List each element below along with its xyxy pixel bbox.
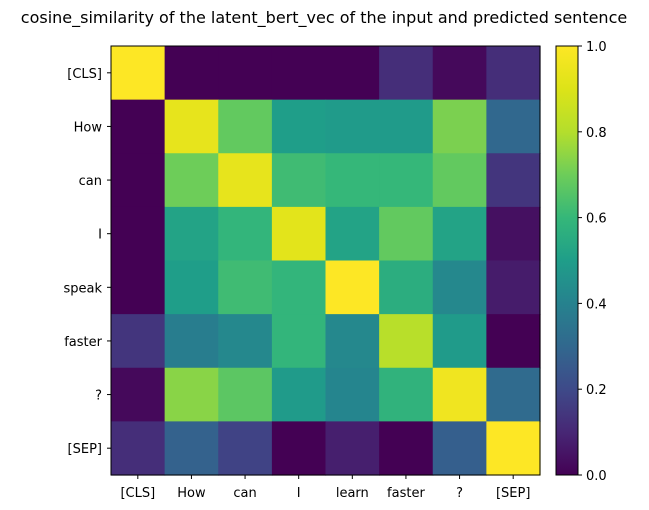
heatmap-cell bbox=[486, 421, 541, 476]
heatmap-cell bbox=[111, 46, 166, 101]
heatmap-cell bbox=[218, 99, 273, 154]
x-tick-label: learn bbox=[336, 486, 369, 501]
y-tick-label: [CLS] bbox=[67, 67, 102, 82]
chart-title: cosine_similarity of the latent_bert_vec… bbox=[21, 8, 627, 28]
x-tick-label: faster bbox=[387, 486, 425, 501]
heatmap-cell bbox=[111, 367, 166, 422]
heatmap-cell bbox=[486, 153, 541, 208]
heatmap-cells bbox=[111, 46, 541, 476]
heatmap-cell bbox=[164, 421, 219, 476]
heatmap-cell bbox=[325, 314, 380, 369]
x-tick-label: can bbox=[233, 486, 256, 501]
colorbar-tick-label: 0.2 bbox=[586, 383, 607, 398]
heatmap-cell bbox=[271, 367, 327, 422]
colorbar-tick-label: 0.8 bbox=[586, 126, 607, 141]
heatmap-cell bbox=[325, 367, 380, 422]
heatmap-cell bbox=[218, 260, 273, 315]
heatmap-cell bbox=[218, 421, 273, 476]
heatmap-cell bbox=[325, 99, 380, 154]
heatmap-cell bbox=[164, 260, 219, 315]
heatmap-cell bbox=[486, 367, 541, 422]
heatmap-cell bbox=[486, 46, 541, 101]
heatmap-cell bbox=[271, 421, 327, 476]
heatmap-cell bbox=[379, 367, 434, 422]
heatmap-cell bbox=[164, 99, 219, 154]
heatmap-cell bbox=[432, 421, 487, 476]
heatmap-cell bbox=[111, 421, 166, 476]
heatmap-cell bbox=[432, 99, 487, 154]
heatmap-cell bbox=[218, 367, 273, 422]
heatmap-cell bbox=[379, 99, 434, 154]
heatmap-cell bbox=[432, 314, 487, 369]
heatmap-cell bbox=[111, 153, 166, 208]
y-tick-label: faster bbox=[64, 335, 102, 350]
heatmap-cell bbox=[111, 206, 166, 262]
heatmap-cell bbox=[486, 99, 541, 154]
heatmap-cell bbox=[486, 260, 541, 315]
y-tick-label: ? bbox=[95, 389, 102, 404]
y-tick-label: can bbox=[79, 174, 102, 189]
colorbar-axis: 0.0 0.2 0.4 0.6 0.8 1.0 bbox=[578, 40, 607, 484]
x-tick-label: ? bbox=[456, 486, 463, 501]
heatmap-cell bbox=[432, 367, 487, 422]
heatmap-cell bbox=[271, 206, 327, 262]
x-tick-label: I bbox=[297, 486, 301, 501]
colorbar-tick-label: 1.0 bbox=[586, 40, 607, 55]
heatmap-cell bbox=[111, 99, 166, 154]
heatmap-cell bbox=[379, 206, 434, 262]
heatmap-cell bbox=[164, 153, 219, 208]
heatmap-cell bbox=[379, 314, 434, 369]
heatmap-cell bbox=[325, 46, 380, 101]
y-tick-label: I bbox=[98, 228, 102, 243]
heatmap-cell bbox=[164, 206, 219, 262]
heatmap-cell bbox=[432, 260, 487, 315]
colorbar-tick-label: 0.0 bbox=[586, 469, 607, 484]
heatmap-cell bbox=[325, 421, 380, 476]
heatmap-cell bbox=[271, 153, 327, 208]
colorbar-tick-label: 0.4 bbox=[586, 297, 607, 312]
y-tick-label: [SEP] bbox=[68, 442, 102, 457]
heatmap-cell bbox=[218, 314, 273, 369]
heatmap-cell bbox=[379, 153, 434, 208]
heatmap-cell bbox=[486, 206, 541, 262]
heatmap-cell bbox=[271, 314, 327, 369]
colorbar-tick-label: 0.6 bbox=[586, 212, 607, 227]
heatmap-cell bbox=[325, 260, 380, 315]
heatmap-cell bbox=[379, 260, 434, 315]
heatmap-cell bbox=[271, 99, 327, 154]
heatmap-cell bbox=[111, 260, 166, 315]
x-tick-label: [SEP] bbox=[496, 486, 530, 501]
heatmap-cell bbox=[271, 46, 327, 101]
heatmap-cell bbox=[271, 260, 327, 315]
heatmap-cell bbox=[218, 46, 273, 101]
heatmap-cell bbox=[432, 153, 487, 208]
heatmap-cell bbox=[432, 46, 487, 101]
heatmap-cell bbox=[379, 421, 434, 476]
heatmap-cell bbox=[218, 153, 273, 208]
colorbar bbox=[555, 45, 579, 476]
heatmap-cell bbox=[164, 314, 219, 369]
heatmap-cell bbox=[164, 367, 219, 422]
heatmap-cell bbox=[164, 46, 219, 101]
y-tick-label: speak bbox=[63, 281, 102, 296]
y-tick-label: How bbox=[74, 120, 103, 135]
heatmap-cell bbox=[218, 206, 273, 262]
heatmap-cell bbox=[486, 314, 541, 369]
heatmap-cell bbox=[325, 153, 380, 208]
heatmap-frame bbox=[110, 45, 541, 476]
heatmap-cell bbox=[111, 314, 166, 369]
heatmap-cell bbox=[432, 206, 487, 262]
heatmap-cell bbox=[379, 46, 434, 101]
x-tick-label: [CLS] bbox=[120, 486, 155, 501]
x-tick-label: How bbox=[177, 486, 206, 501]
heatmap-cell bbox=[325, 206, 380, 262]
